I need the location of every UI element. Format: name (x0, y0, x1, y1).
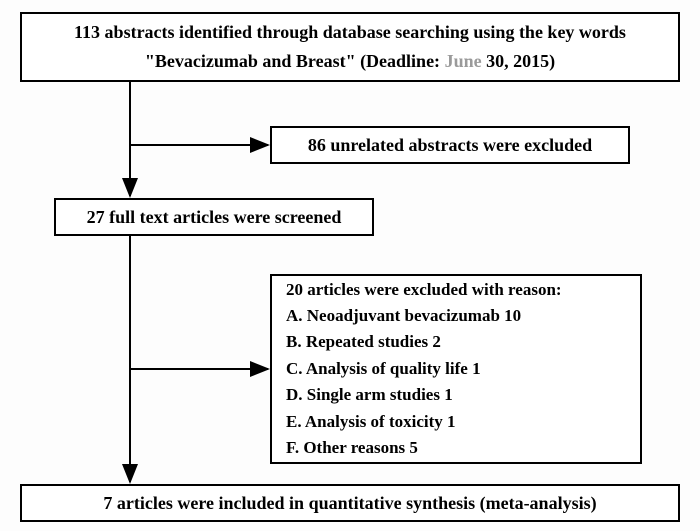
reason-a: A. Neoadjuvant bevacizumab 10 (286, 303, 521, 329)
reason-e: E. Analysis of toxicity 1 (286, 409, 456, 435)
node-excluded-reasons-title: 20 articles were excluded with reason: (286, 277, 562, 303)
node-screened-text: 27 full text articles were screened (87, 207, 342, 228)
node-identified-line2-pre: "Bevacizumab and Breast" (Deadline: (145, 51, 445, 71)
reason-c: C. Analysis of quality life 1 (286, 356, 481, 382)
node-identified: 113 abstracts identified through databas… (20, 12, 680, 82)
node-included: 7 articles were included in quantitative… (20, 484, 680, 522)
reason-d: D. Single arm studies 1 (286, 382, 453, 408)
node-identified-line1: 113 abstracts identified through databas… (74, 18, 626, 47)
node-included-text: 7 articles were included in quantitative… (103, 493, 596, 514)
node-identified-line2-muted: June (445, 51, 482, 71)
node-identified-line2: "Bevacizumab and Breast" (Deadline: June… (145, 47, 555, 76)
reason-f: F. Other reasons 5 (286, 435, 418, 461)
node-screened: 27 full text articles were screened (54, 198, 374, 236)
node-excluded-unrelated: 86 unrelated abstracts were excluded (270, 126, 630, 164)
node-excluded-unrelated-text: 86 unrelated abstracts were excluded (308, 135, 592, 156)
node-identified-line2-post: 30, 2015) (482, 51, 556, 71)
reason-b: B. Repeated studies 2 (286, 329, 441, 355)
node-excluded-reasons: 20 articles were excluded with reason: A… (270, 274, 642, 464)
